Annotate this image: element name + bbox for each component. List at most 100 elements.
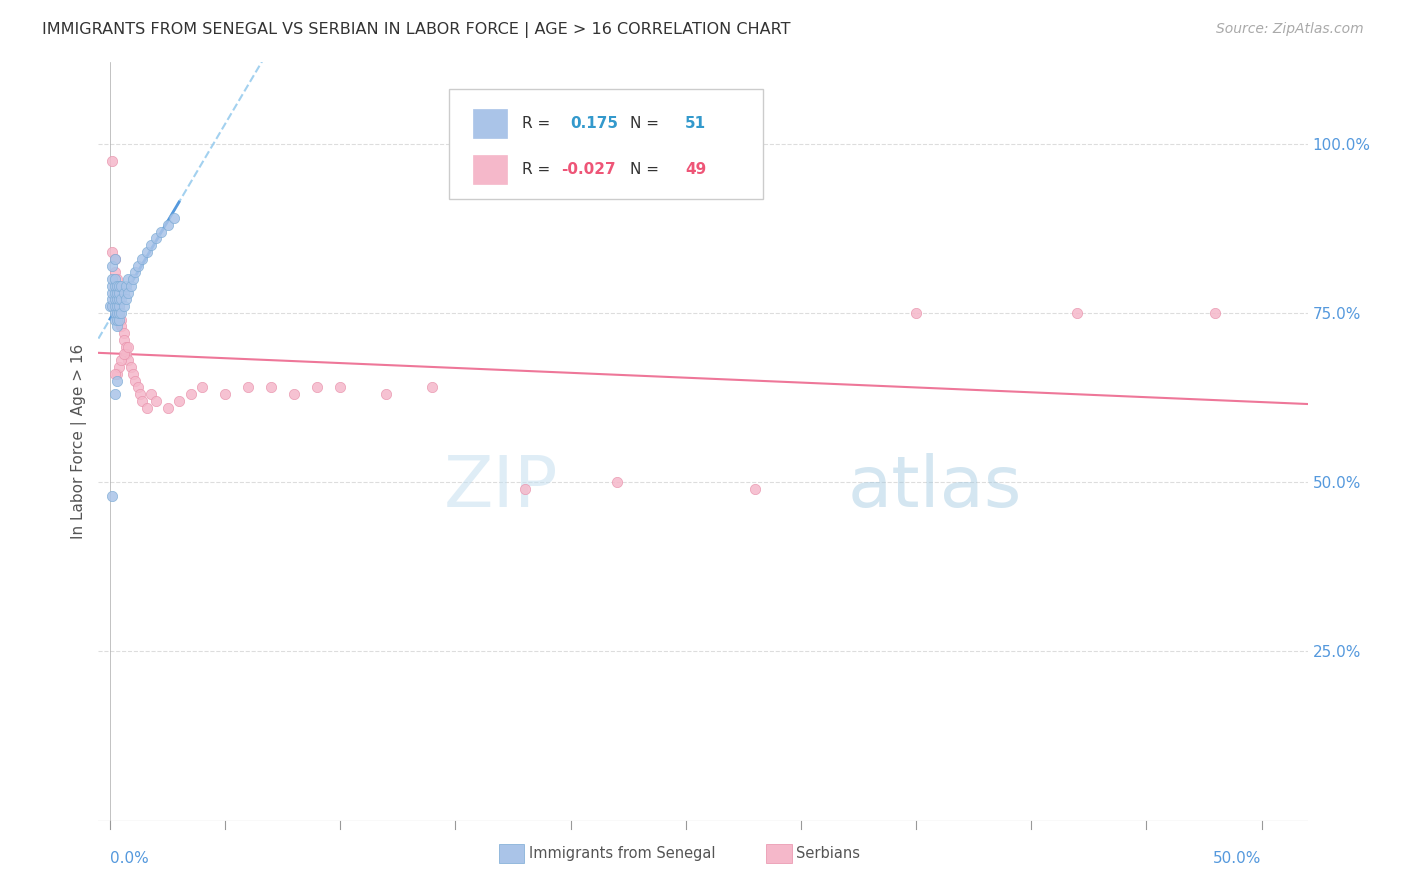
Text: 0.0%: 0.0% <box>110 851 149 866</box>
Point <box>115 346 138 360</box>
Point <box>112 326 135 341</box>
Point <box>108 360 131 375</box>
Point <box>108 285 131 300</box>
Point <box>103 272 125 286</box>
Point <box>1066 306 1088 320</box>
Point <box>117 340 139 354</box>
Point <box>105 299 128 313</box>
Point <box>145 393 167 408</box>
Point <box>117 353 139 368</box>
Point <box>103 252 125 266</box>
Point <box>122 272 145 286</box>
Text: atlas: atlas <box>848 452 1022 522</box>
Text: R =: R = <box>522 116 550 131</box>
Point <box>108 278 131 293</box>
Point <box>101 278 124 293</box>
Point <box>117 272 139 286</box>
Point <box>103 252 125 266</box>
Text: -0.027: -0.027 <box>561 162 616 177</box>
Point <box>307 380 329 394</box>
Point <box>105 285 128 300</box>
Point <box>375 387 398 401</box>
Point <box>103 265 125 279</box>
Point <box>117 285 139 300</box>
Point <box>905 306 928 320</box>
Point <box>103 387 125 401</box>
Point <box>236 380 259 394</box>
Point <box>120 278 142 293</box>
Point <box>108 306 131 320</box>
Point <box>124 374 146 388</box>
Point <box>1204 306 1226 320</box>
Point <box>156 218 179 232</box>
Point <box>105 319 128 334</box>
Point <box>105 374 128 388</box>
Point <box>101 293 124 307</box>
Point <box>128 387 150 401</box>
Text: ZIP: ZIP <box>443 452 558 522</box>
Point <box>103 285 125 300</box>
Point <box>105 293 128 307</box>
Point <box>110 312 132 326</box>
Text: N =: N = <box>630 116 659 131</box>
Text: N =: N = <box>630 162 659 177</box>
Point <box>108 299 131 313</box>
Point <box>105 293 128 307</box>
Point <box>105 367 128 381</box>
Point <box>141 387 163 401</box>
Point <box>115 278 138 293</box>
Point <box>105 278 128 293</box>
Point <box>103 299 125 313</box>
Point <box>103 312 125 326</box>
Point <box>105 312 128 326</box>
Y-axis label: In Labor Force | Age > 16: In Labor Force | Age > 16 <box>72 344 87 539</box>
Point <box>105 285 128 300</box>
Point <box>329 380 352 394</box>
Point <box>191 380 214 394</box>
Point <box>108 312 131 326</box>
Point <box>135 401 157 415</box>
Point <box>110 306 132 320</box>
Point <box>112 285 135 300</box>
Point <box>127 259 149 273</box>
Point <box>283 387 305 401</box>
FancyBboxPatch shape <box>449 89 763 199</box>
Point <box>110 319 132 334</box>
Text: R =: R = <box>522 162 550 177</box>
Point <box>744 482 766 496</box>
Point <box>108 306 131 320</box>
Point <box>606 475 628 490</box>
Point <box>110 293 132 307</box>
Point <box>115 340 138 354</box>
Point <box>156 401 179 415</box>
Bar <box>474 155 508 184</box>
Point <box>98 299 121 313</box>
Point <box>422 380 444 394</box>
Point <box>101 489 124 503</box>
Point <box>110 353 132 368</box>
Point <box>115 293 138 307</box>
Point <box>103 293 125 307</box>
Point <box>112 346 135 360</box>
Point <box>163 211 186 226</box>
Text: IMMIGRANTS FROM SENEGAL VS SERBIAN IN LABOR FORCE | AGE > 16 CORRELATION CHART: IMMIGRANTS FROM SENEGAL VS SERBIAN IN LA… <box>42 22 790 38</box>
Point <box>131 393 153 408</box>
Point <box>149 225 172 239</box>
Point <box>101 272 124 286</box>
Point <box>110 278 132 293</box>
Point <box>145 231 167 245</box>
Point <box>103 306 125 320</box>
Text: 49: 49 <box>685 162 706 177</box>
Point <box>108 299 131 313</box>
Text: 50.0%: 50.0% <box>1213 851 1261 866</box>
Point <box>105 272 128 286</box>
Point <box>214 387 236 401</box>
Text: Source: ZipAtlas.com: Source: ZipAtlas.com <box>1216 22 1364 37</box>
Point <box>124 265 146 279</box>
Point <box>112 333 135 347</box>
Point <box>108 293 131 307</box>
Point <box>101 244 124 259</box>
Text: 51: 51 <box>685 116 706 131</box>
Text: Immigrants from Senegal: Immigrants from Senegal <box>529 847 716 861</box>
Point <box>103 278 125 293</box>
